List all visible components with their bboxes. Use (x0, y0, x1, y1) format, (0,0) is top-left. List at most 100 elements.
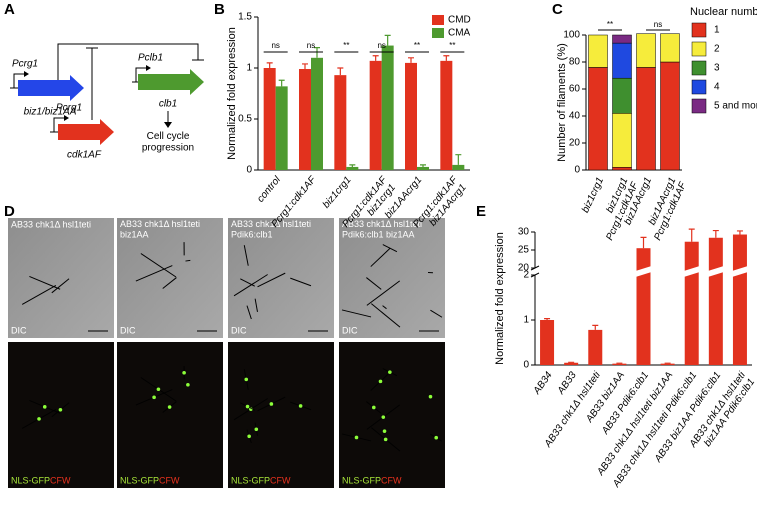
y-axis-label: Normalized fold expression (226, 27, 238, 160)
x-tick-label: biz1crg1 (321, 175, 354, 211)
significance-label: ** (414, 41, 420, 50)
error-bar (420, 164, 426, 167)
legend-swatch (691, 41, 707, 57)
filament (366, 280, 401, 306)
y-tick-label: 25 (518, 245, 530, 256)
y-tick-label: 1 (246, 63, 252, 74)
y-tick-label: 40 (569, 111, 581, 122)
strain-label: AB33 chk1Δ hsl1teti biz1AA (120, 219, 200, 239)
filament (140, 253, 177, 278)
error-bar (337, 67, 344, 76)
dic-image (339, 218, 445, 338)
bar (588, 329, 603, 365)
y-tick-label: 100 (563, 30, 580, 41)
dic-image (117, 218, 223, 338)
significance-label: ** (449, 41, 455, 50)
filament (341, 309, 372, 318)
legend-title: Nuclear number (690, 6, 757, 18)
bar-segment (660, 61, 680, 171)
nucleus (254, 427, 259, 432)
y-tick-label: 0 (574, 165, 580, 176)
nucleus (247, 434, 251, 439)
x-tick-label: control (255, 174, 283, 205)
filament (370, 247, 391, 267)
filament (233, 274, 268, 297)
y-axis-label: Normalized fold expression (494, 232, 506, 365)
filament (51, 278, 70, 294)
legend-label: 2 (714, 44, 720, 55)
filament (366, 277, 382, 290)
y-axis-label: Number of filaments (%) (556, 43, 568, 162)
dic-label: DIC (342, 325, 358, 335)
nucleus (381, 415, 386, 419)
bar (540, 320, 555, 365)
y-tick-label: 1.5 (238, 12, 252, 23)
dic-label: DIC (11, 325, 27, 335)
nucleus (354, 435, 359, 440)
error-bar (544, 318, 551, 320)
bar-segment (660, 33, 680, 63)
axis-break (707, 266, 724, 277)
nucleus (152, 395, 156, 400)
x-tick-label: AB34 (531, 370, 555, 398)
nucleus (383, 437, 388, 442)
panel-letter: E (476, 203, 486, 220)
nucleus (186, 382, 190, 387)
cfw-label: CFW (159, 475, 180, 485)
filament (290, 277, 312, 287)
error-bar (372, 55, 379, 61)
nucleus (156, 387, 161, 392)
fluorescence-image (339, 342, 445, 488)
bar (452, 164, 465, 170)
error-bar (384, 34, 391, 46)
bar (334, 75, 347, 170)
promoter-arrow (13, 73, 26, 88)
bar (612, 363, 627, 365)
bar-segment (636, 67, 656, 171)
connector (57, 43, 199, 80)
gene-label: biz1/biz1AA (24, 107, 77, 118)
bar (660, 363, 675, 365)
filament (254, 298, 258, 312)
bar (369, 60, 382, 170)
fluorescence-image (228, 342, 334, 488)
bar (346, 166, 359, 170)
legend-label: 5 and more (714, 101, 757, 112)
filament (246, 305, 252, 320)
bar (440, 60, 453, 170)
cfw-label: CFW (381, 475, 402, 485)
legend-label: 1 (714, 25, 720, 36)
y-tick-label: 20 (569, 138, 581, 149)
arrow-head (164, 122, 172, 128)
dic-image (228, 218, 334, 338)
nucleus (382, 429, 387, 433)
gene-label: cdk1AF (67, 150, 102, 161)
cfw-label: CFW (50, 475, 71, 485)
cfw-label: CFW (270, 475, 291, 485)
filament (135, 265, 173, 282)
promoter-label: Pcrg1 (56, 103, 82, 114)
legend-label: CMA (448, 28, 471, 39)
error-bar (408, 57, 414, 63)
panel-letter: B (214, 1, 225, 18)
gfp-label: NLS-GFP (231, 475, 270, 485)
bar (275, 86, 288, 170)
significance-label: ** (343, 41, 349, 50)
legend-swatch (691, 22, 707, 38)
error-bar (266, 62, 273, 68)
filament (382, 305, 387, 310)
bar (708, 237, 723, 365)
nucleus (298, 404, 303, 408)
error-bar (455, 154, 462, 165)
panel-letter: C (552, 1, 563, 18)
legend-swatch (691, 60, 707, 76)
nucleus (245, 404, 250, 409)
arrow-head (146, 65, 151, 71)
legend-swatch (691, 98, 707, 114)
filament (382, 244, 398, 253)
bar-segment (612, 42, 632, 79)
promoter-label: Pclb1 (138, 53, 163, 64)
gfp-label: NLS-GFP (342, 475, 381, 485)
bar-segment (612, 77, 632, 114)
